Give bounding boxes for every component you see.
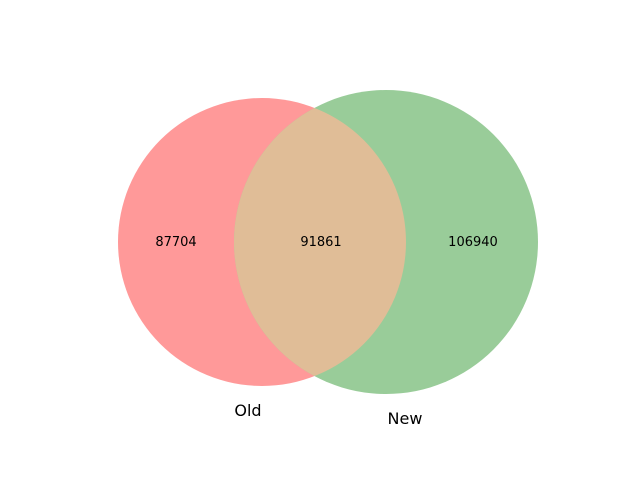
- old-only-count: 87704: [155, 235, 196, 250]
- new-set-label: New: [388, 409, 423, 428]
- overlap-count: 91861: [300, 235, 341, 250]
- old-set-label: Old: [234, 401, 261, 420]
- overlap-region: [234, 98, 406, 386]
- new-only-count: 106940: [448, 235, 498, 250]
